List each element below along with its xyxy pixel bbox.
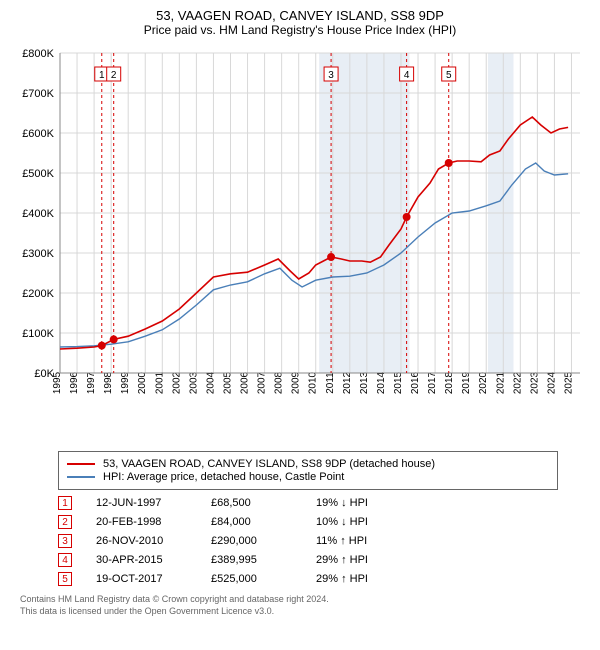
svg-text:2010: 2010 bbox=[308, 371, 319, 394]
sale-marker: 2 bbox=[58, 515, 72, 529]
legend: 53, VAAGEN ROAD, CANVEY ISLAND, SS8 9DP … bbox=[58, 451, 558, 490]
svg-text:2011: 2011 bbox=[325, 372, 336, 394]
svg-text:£600K: £600K bbox=[22, 128, 54, 140]
sale-price: £84,000 bbox=[211, 516, 316, 528]
svg-text:1995: 1995 bbox=[52, 371, 63, 394]
chart-subtitle: Price paid vs. HM Land Registry's House … bbox=[10, 23, 590, 37]
sale-diff: 11% ↑ HPI bbox=[316, 535, 426, 547]
sales-table: 1 12-JUN-1997£68,50019% ↓ HPI 2 20-FEB-1998… bbox=[58, 496, 586, 586]
footer: Contains HM Land Registry data © Crown c… bbox=[20, 594, 586, 617]
sale-marker: 1 bbox=[58, 496, 72, 510]
sale-date: 30-APR-2015 bbox=[96, 554, 211, 566]
svg-text:2006: 2006 bbox=[240, 371, 251, 394]
svg-text:1996: 1996 bbox=[69, 371, 80, 394]
legend-label-hpi: HPI: Average price, detached house, Cast… bbox=[103, 471, 344, 483]
sale-diff: 19% ↓ HPI bbox=[316, 497, 426, 509]
svg-text:1999: 1999 bbox=[120, 371, 131, 394]
svg-text:2024: 2024 bbox=[546, 371, 557, 394]
svg-text:2019: 2019 bbox=[461, 371, 472, 394]
svg-text:2003: 2003 bbox=[188, 371, 199, 394]
sale-date: 20-FEB-1998 bbox=[96, 516, 211, 528]
sale-marker: 3 bbox=[58, 534, 72, 548]
footer-line1: Contains HM Land Registry data © Crown c… bbox=[20, 594, 586, 606]
sale-row: 2 20-FEB-1998£84,00010% ↓ HPI bbox=[58, 515, 586, 529]
sale-price: £68,500 bbox=[211, 497, 316, 509]
sale-diff: 10% ↓ HPI bbox=[316, 516, 426, 528]
svg-text:2022: 2022 bbox=[512, 371, 523, 394]
svg-text:2002: 2002 bbox=[171, 371, 182, 394]
svg-text:1997: 1997 bbox=[86, 371, 97, 394]
sale-diff: 29% ↑ HPI bbox=[316, 573, 426, 585]
chart-area: £0K£100K£200K£300K£400K£500K£600K£700K£8… bbox=[10, 43, 590, 443]
svg-text:2012: 2012 bbox=[342, 371, 353, 394]
sale-date: 26-NOV-2010 bbox=[96, 535, 211, 547]
svg-text:£200K: £200K bbox=[22, 288, 54, 300]
svg-text:2005: 2005 bbox=[222, 371, 233, 394]
sale-marker: 5 bbox=[58, 572, 72, 586]
svg-text:2014: 2014 bbox=[376, 371, 387, 394]
svg-text:3: 3 bbox=[328, 70, 334, 81]
svg-text:2015: 2015 bbox=[393, 371, 404, 394]
svg-text:2: 2 bbox=[111, 70, 117, 81]
svg-text:2001: 2001 bbox=[154, 371, 165, 394]
legend-swatch-hpi bbox=[67, 476, 95, 478]
svg-text:2021: 2021 bbox=[495, 371, 506, 394]
svg-text:2023: 2023 bbox=[529, 371, 540, 394]
sale-price: £525,000 bbox=[211, 573, 316, 585]
footer-line2: This data is licensed under the Open Gov… bbox=[20, 606, 586, 618]
sale-price: £389,995 bbox=[211, 554, 316, 566]
sale-row: 5 19-OCT-2017£525,00029% ↑ HPI bbox=[58, 572, 586, 586]
sale-row: 4 30-APR-2015£389,99529% ↑ HPI bbox=[58, 553, 586, 567]
svg-text:2020: 2020 bbox=[478, 371, 489, 394]
svg-text:£300K: £300K bbox=[22, 248, 54, 260]
svg-text:5: 5 bbox=[446, 70, 452, 81]
svg-text:2016: 2016 bbox=[410, 371, 421, 394]
legend-item-property: 53, VAAGEN ROAD, CANVEY ISLAND, SS8 9DP … bbox=[67, 458, 549, 470]
sale-marker: 4 bbox=[58, 553, 72, 567]
chart-title: 53, VAAGEN ROAD, CANVEY ISLAND, SS8 9DP bbox=[10, 8, 590, 23]
sale-diff: 29% ↑ HPI bbox=[316, 554, 426, 566]
svg-text:£800K: £800K bbox=[22, 48, 54, 60]
svg-text:2009: 2009 bbox=[291, 371, 302, 394]
sale-row: 3 26-NOV-2010£290,00011% ↑ HPI bbox=[58, 534, 586, 548]
svg-text:2000: 2000 bbox=[137, 371, 148, 394]
svg-text:4: 4 bbox=[404, 70, 410, 81]
legend-label-property: 53, VAAGEN ROAD, CANVEY ISLAND, SS8 9DP … bbox=[103, 458, 435, 470]
svg-text:£400K: £400K bbox=[22, 208, 54, 220]
svg-text:2017: 2017 bbox=[427, 371, 438, 394]
svg-text:1998: 1998 bbox=[103, 371, 114, 394]
svg-text:2025: 2025 bbox=[563, 371, 574, 394]
sale-date: 12-JUN-1997 bbox=[96, 497, 211, 509]
svg-text:1: 1 bbox=[99, 70, 105, 81]
chart-svg: £0K£100K£200K£300K£400K£500K£600K£700K£8… bbox=[10, 43, 590, 443]
svg-text:2018: 2018 bbox=[444, 371, 455, 394]
svg-text:2008: 2008 bbox=[274, 371, 285, 394]
svg-text:£100K: £100K bbox=[22, 328, 54, 340]
sale-date: 19-OCT-2017 bbox=[96, 573, 211, 585]
sale-row: 1 12-JUN-1997£68,50019% ↓ HPI bbox=[58, 496, 586, 510]
sale-price: £290,000 bbox=[211, 535, 316, 547]
svg-text:£500K: £500K bbox=[22, 168, 54, 180]
legend-swatch-property bbox=[67, 463, 95, 465]
svg-text:2013: 2013 bbox=[359, 371, 370, 394]
svg-text:2007: 2007 bbox=[257, 371, 268, 394]
svg-text:2004: 2004 bbox=[205, 371, 216, 394]
svg-text:£700K: £700K bbox=[22, 88, 54, 100]
legend-item-hpi: HPI: Average price, detached house, Cast… bbox=[67, 471, 549, 483]
